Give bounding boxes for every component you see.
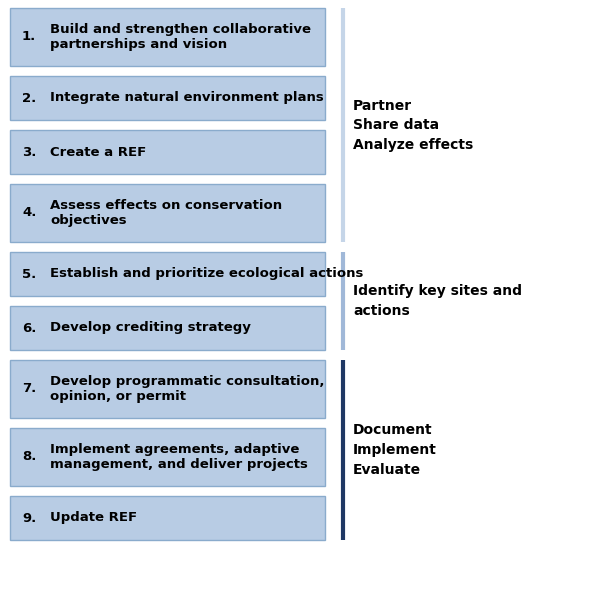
Bar [10, 306, 325, 350]
Text: 7.: 7. [22, 382, 36, 395]
Bar [10, 76, 325, 120]
Text: 6.: 6. [22, 322, 37, 335]
Text: 3.: 3. [22, 145, 37, 158]
Text: 2.: 2. [22, 91, 36, 104]
Text: Partner
Share data
Analyze effects: Partner Share data Analyze effects [353, 98, 473, 151]
Text: 8.: 8. [22, 451, 37, 464]
Text: Update REF: Update REF [50, 511, 137, 524]
Text: Build and strengthen collaborative
partnerships and vision: Build and strengthen collaborative partn… [50, 23, 311, 51]
Text: Integrate natural environment plans: Integrate natural environment plans [50, 91, 324, 104]
Bar [10, 184, 325, 242]
Bar [10, 252, 325, 296]
Text: 9.: 9. [22, 511, 36, 524]
Text: Establish and prioritize ecological actions: Establish and prioritize ecological acti… [50, 267, 364, 280]
Bar [10, 8, 325, 66]
Text: Implement agreements, adaptive
management, and deliver projects: Implement agreements, adaptive managemen… [50, 443, 308, 471]
Bar [10, 360, 325, 418]
Text: Assess effects on conservation
objectives: Assess effects on conservation objective… [50, 198, 282, 227]
Text: Identify key sites and
actions: Identify key sites and actions [353, 284, 522, 317]
Text: 4.: 4. [22, 207, 37, 220]
Bar [10, 496, 325, 540]
Text: Develop crediting strategy: Develop crediting strategy [50, 322, 251, 335]
Bar [10, 428, 325, 486]
Text: 5.: 5. [22, 267, 36, 280]
Text: Create a REF: Create a REF [50, 145, 146, 158]
Text: Document
Implement
Evaluate: Document Implement Evaluate [353, 423, 437, 477]
Bar [10, 130, 325, 174]
Text: 1.: 1. [22, 31, 36, 44]
Text: Develop programmatic consultation,
opinion, or permit: Develop programmatic consultation, opini… [50, 375, 325, 403]
